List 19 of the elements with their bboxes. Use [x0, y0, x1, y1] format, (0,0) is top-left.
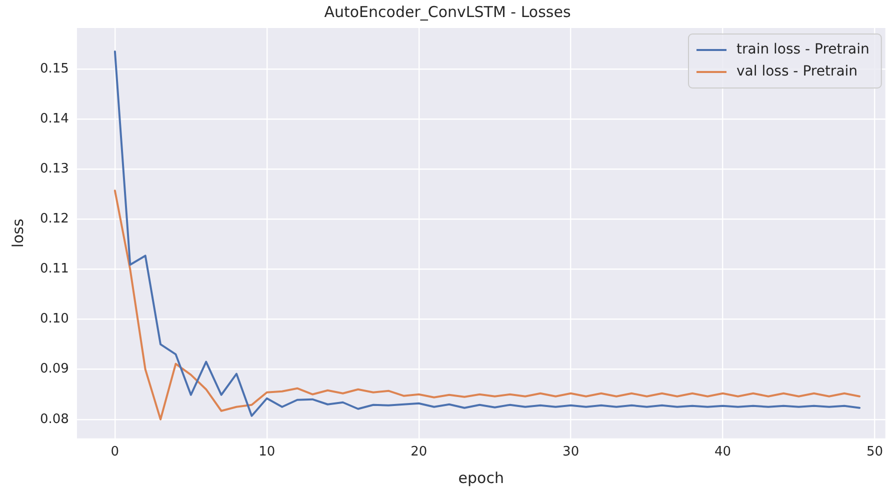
legend-label: val loss - Pretrain — [736, 64, 858, 80]
y-tick-label: 0.14 — [40, 111, 69, 126]
chart-title: AutoEncoder_ConvLSTM - Losses — [324, 2, 571, 21]
y-axis-title: loss — [8, 218, 27, 248]
x-axis-title: epoch — [458, 468, 504, 487]
x-tick-label: 30 — [562, 444, 580, 460]
y-tick-label: 0.08 — [40, 412, 69, 427]
x-tick-label: 0 — [110, 444, 120, 460]
y-tick-label: 0.09 — [40, 362, 69, 377]
x-tick-label: 20 — [410, 444, 428, 460]
x-tick-label: 10 — [258, 444, 276, 460]
y-tick-label: 0.12 — [40, 212, 69, 227]
y-tick-label: 0.10 — [40, 312, 69, 327]
x-tick-label: 50 — [866, 444, 883, 460]
y-tick-label: 0.11 — [40, 262, 69, 277]
x-tick-label: 40 — [714, 444, 732, 460]
legend-label: train loss - Pretrain — [736, 42, 870, 58]
y-tick-label: 0.13 — [40, 162, 69, 177]
y-tick-label: 0.15 — [40, 61, 69, 76]
